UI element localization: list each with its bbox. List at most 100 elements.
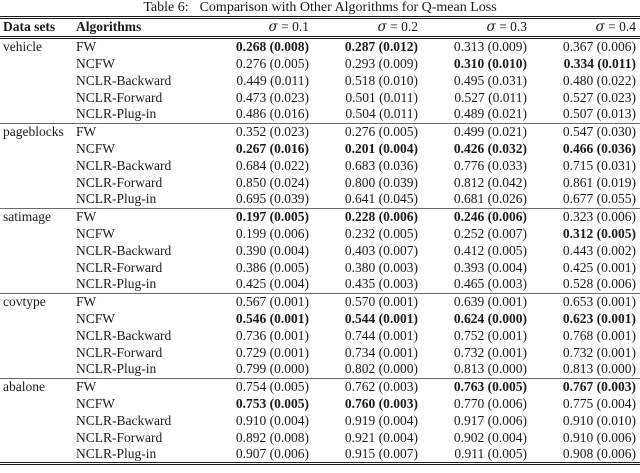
col-header-sigma-0.4: σ = 0.4 <box>531 16 640 39</box>
table-row: NCFW 0.199 (0.006) 0.232 (0.005) 0.252 (0.0… <box>0 225 640 242</box>
value-cell: 0.770 (0.006) <box>453 395 527 411</box>
value-cell: 0.763 (0.005) <box>422 377 531 395</box>
algorithm-cell: NCLR-Forward <box>76 344 163 360</box>
value-cell: 0.544 (0.001) <box>344 310 418 326</box>
algorithm-cell: FW <box>76 39 97 54</box>
dataset-cell <box>0 412 73 429</box>
dataset-cell <box>0 361 73 378</box>
algorithm-cell: NCLR-Backward <box>76 157 172 173</box>
algorithm-cell: NCLR-Forward <box>76 89 163 105</box>
value-cell: 0.800 (0.039) <box>344 174 418 190</box>
value-cell: 0.504 (0.011) <box>345 106 418 122</box>
table-row: NCLR-Forward 0.386 (0.005) 0.380 (0.003) 0.… <box>0 259 640 276</box>
value-cell: 0.528 (0.006) <box>562 276 636 292</box>
col-header-datasets: Data sets <box>0 16 73 39</box>
table-row: vehicle FW 0.268 (0.008) 0.287 (0.012) 0.313… <box>0 38 640 56</box>
algorithm-cell: NCFW <box>76 140 116 156</box>
value-cell: 0.799 (0.000) <box>235 361 309 377</box>
value-cell: 0.201 (0.004) <box>344 140 418 156</box>
algorithm-cell: NCFW <box>76 395 116 411</box>
value-cell: 0.813 (0.000) <box>453 361 527 377</box>
value-cell: 0.313 (0.009) <box>453 39 527 54</box>
value-cell: 0.910 (0.010) <box>562 412 636 428</box>
dataset-cell <box>0 106 73 123</box>
value-cell: 0.775 (0.004) <box>562 395 636 411</box>
value-cell: 0.527 (0.023) <box>562 89 636 105</box>
dataset-cell <box>0 429 73 446</box>
value-cell: 0.802 (0.000) <box>344 361 418 377</box>
value-cell: 0.489 (0.021) <box>453 106 527 122</box>
value-cell: 0.312 (0.005) <box>562 225 636 241</box>
algorithm-cell: NCLR-Backward <box>76 72 172 88</box>
value-cell: 0.919 (0.004) <box>344 412 418 428</box>
dataset-cell <box>0 242 73 259</box>
table-row: NCFW 0.267 (0.016) 0.201 (0.004) 0.426 (0.0… <box>0 140 640 157</box>
value-cell: 0.252 (0.007) <box>453 225 527 241</box>
value-cell: 0.850 (0.024) <box>235 174 309 190</box>
dataset-cell <box>0 344 73 361</box>
value-cell: 0.767 (0.003) <box>531 377 640 395</box>
value-cell: 0.917 (0.006) <box>453 412 527 428</box>
value-cell: 0.921 (0.004) <box>344 429 418 445</box>
value-cell: 0.199 (0.006) <box>235 225 309 241</box>
dataset-cell: abalone <box>0 377 73 395</box>
value-cell: 0.393 (0.004) <box>453 259 527 275</box>
value-cell: 0.501 (0.011) <box>345 89 418 105</box>
col-header-sigma-0.1: σ = 0.1 <box>204 16 313 39</box>
value-cell: 0.734 (0.001) <box>344 344 418 360</box>
table-caption: Table 6: Comparison with Other Algorithms… <box>0 0 640 16</box>
value-cell: 0.367 (0.006) <box>562 39 636 54</box>
value-cell: 0.386 (0.005) <box>235 259 309 275</box>
table-row: covtype FW 0.567 (0.001) 0.570 (0.001) 0.639… <box>0 292 640 310</box>
value-cell: 0.527 (0.011) <box>454 89 527 105</box>
table-row: NCLR-Plug-in 0.695 (0.039) 0.641 (0.045) 0.… <box>0 191 640 208</box>
table-row: NCLR-Plug-in 0.425 (0.004) 0.435 (0.003) 0.… <box>0 276 640 293</box>
table-row: NCLR-Backward 0.684 (0.022) 0.683 (0.036) 0… <box>0 157 640 174</box>
col-header-algorithms: Algorithms <box>73 16 204 39</box>
value-cell: 0.684 (0.022) <box>235 157 309 173</box>
value-cell: 0.567 (0.001) <box>204 292 313 310</box>
algorithm-cell: NCLR-Plug-in <box>76 361 157 377</box>
table-row: NCFW 0.753 (0.005) 0.760 (0.003) 0.770 (0.0… <box>0 395 640 412</box>
value-cell: 0.228 (0.006) <box>313 207 422 225</box>
value-cell: 0.480 (0.022) <box>562 72 636 88</box>
algorithm-cell: NCFW <box>76 225 116 241</box>
table-row: NCLR-Backward 0.390 (0.004) 0.403 (0.007) 0… <box>0 242 640 259</box>
table-row: NCLR-Forward 0.850 (0.024) 0.800 (0.039) 0.… <box>0 174 640 191</box>
value-cell: 0.729 (0.001) <box>235 344 309 360</box>
table-row: NCLR-Forward 0.892 (0.008) 0.921 (0.004) 0.… <box>0 429 640 446</box>
algorithm-cell: NCLR-Backward <box>76 242 172 258</box>
dataset-cell: vehicle <box>3 39 42 54</box>
value-cell: 0.380 (0.003) <box>344 259 418 275</box>
value-cell: 0.546 (0.001) <box>235 310 309 326</box>
value-cell: 0.197 (0.005) <box>204 207 313 225</box>
value-cell: 0.623 (0.001) <box>562 310 636 326</box>
value-cell: 0.425 (0.004) <box>235 276 309 292</box>
table-row: NCFW 0.546 (0.001) 0.544 (0.001) 0.624 (0.0… <box>0 310 640 327</box>
dataset-cell <box>0 157 73 174</box>
sigma-value: = 0.4 <box>604 19 636 34</box>
value-cell: 0.695 (0.039) <box>235 191 309 207</box>
dataset-cell: satimage <box>0 207 73 225</box>
sigma-symbol: σ <box>268 19 278 35</box>
col-header-sigma-0.3: σ = 0.3 <box>422 16 531 39</box>
value-cell: 0.744 (0.001) <box>344 327 418 343</box>
header-row: Data sets Algorithms σ = 0.1 σ = 0.2 σ =… <box>0 16 640 39</box>
dataset-cell <box>0 259 73 276</box>
value-cell: 0.732 (0.001) <box>453 344 527 360</box>
dataset-cell <box>0 174 73 191</box>
value-cell: 0.908 (0.006) <box>531 446 640 465</box>
value-cell: 0.412 (0.005) <box>453 242 527 258</box>
value-cell: 0.752 (0.001) <box>453 327 527 343</box>
value-cell: 0.495 (0.031) <box>453 72 527 88</box>
sigma-symbol: σ <box>595 19 605 35</box>
value-cell: 0.473 (0.023) <box>235 89 309 105</box>
value-cell: 0.861 (0.019) <box>562 174 636 190</box>
algorithm-cell: NCLR-Backward <box>76 412 172 428</box>
algorithm-cell: NCLR-Forward <box>76 429 163 445</box>
value-cell: 0.715 (0.031) <box>562 157 636 173</box>
value-cell: 0.776 (0.033) <box>453 157 527 173</box>
table-caption-label: Table 6: <box>143 0 189 15</box>
value-cell: 0.677 (0.055) <box>562 191 636 207</box>
